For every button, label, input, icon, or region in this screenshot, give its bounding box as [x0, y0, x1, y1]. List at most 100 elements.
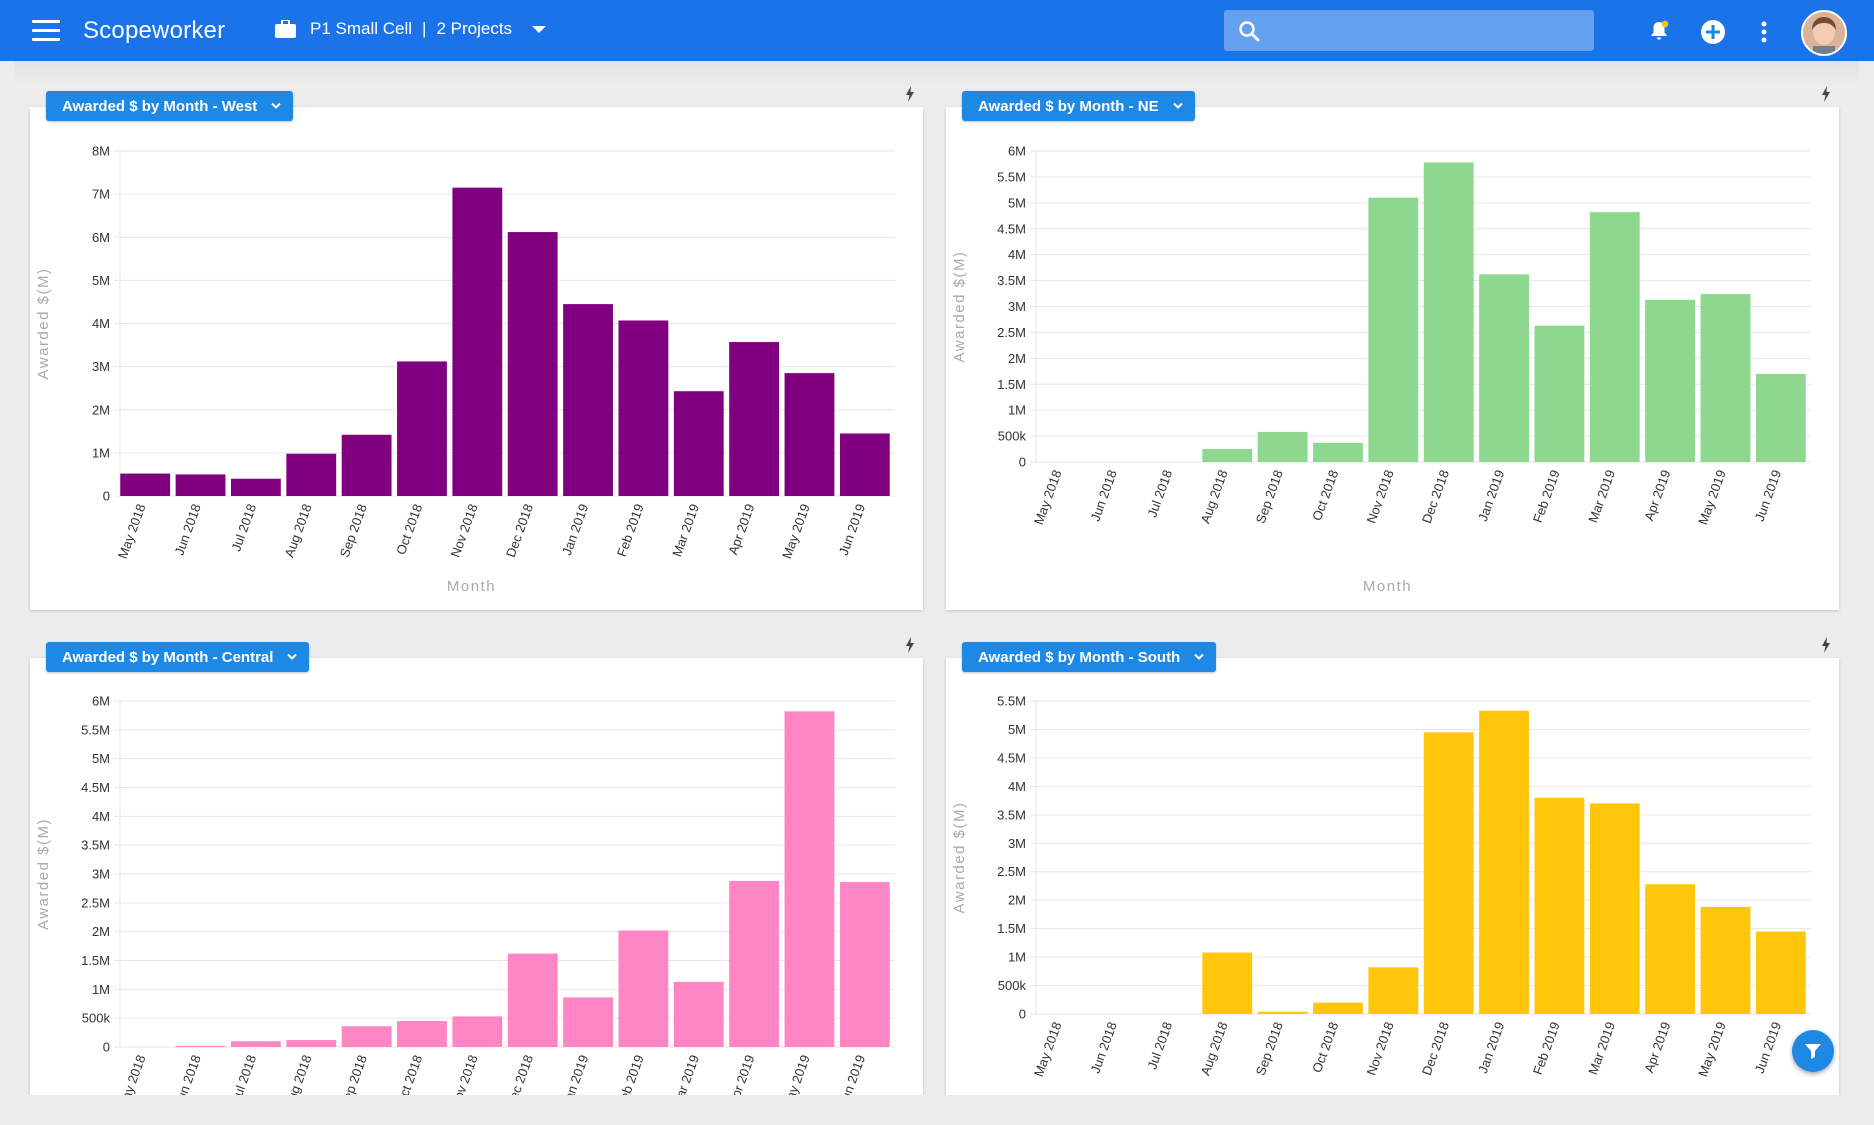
panel-title-south: Awarded $ by Month - South: [978, 648, 1181, 666]
x-tick-label: Nov 2018: [1364, 468, 1397, 525]
y-tick-label: 4M: [1008, 247, 1026, 262]
x-tick-label: Jun 2018: [171, 502, 203, 557]
x-tick-label: May 2019: [779, 502, 813, 561]
bolt-icon[interactable]: [1821, 637, 1831, 653]
y-tick-label: 6M: [92, 230, 110, 245]
x-tick-label: May 2019: [1695, 1020, 1729, 1079]
bar: [1423, 732, 1474, 1014]
x-tick-label: Oct 2018: [1309, 468, 1341, 523]
x-tick-label: Jun 2018: [1087, 1020, 1119, 1075]
y-tick-label: 2M: [92, 924, 110, 939]
x-tick-label: Oct 2018: [1309, 1020, 1341, 1075]
chart-central: 0 500k 1M 1.5M 2M 2.5M 3M 3.5M 4M 4.5M 5M 5.5M 6M May…: [35, 694, 895, 1095]
x-tick-label: May 2019: [779, 1053, 813, 1095]
bolt-icon[interactable]: [1821, 86, 1831, 102]
panel-title-dropdown-west[interactable]: Awarded $ by Month - West: [46, 91, 294, 121]
y-tick-label: 2M: [92, 402, 110, 417]
caret-down-icon: [532, 25, 547, 33]
y-tick-label: 0: [1019, 455, 1026, 470]
x-tick-label: Jul 2018: [228, 1053, 259, 1095]
x-tick-label: Apr 2019: [725, 502, 757, 557]
y-tick-label: 3M: [1008, 836, 1026, 851]
x-tick-label: Feb 2019: [614, 502, 647, 559]
y-tick-label: 6M: [1008, 144, 1026, 159]
y-tick-label: 4M: [92, 809, 110, 824]
x-tick-label: Jul 2018: [1144, 468, 1175, 519]
y-tick-label: 3.5M: [997, 273, 1026, 288]
x-tick-label: Jun 2018: [1087, 468, 1119, 523]
panel-title-dropdown-south[interactable]: Awarded $ by Month - South: [962, 642, 1217, 672]
x-tick-label: Mar 2019: [1585, 468, 1618, 525]
y-tick-label: 3M: [92, 867, 110, 882]
hamburger-menu-icon[interactable]: [32, 20, 60, 42]
x-tick-label: Feb 2019: [1530, 1020, 1563, 1077]
top-app-bar: Scopeworker P1 Small Cell | 2 Projects: [0, 0, 1874, 61]
bar: [1202, 449, 1253, 462]
more-vert-icon[interactable]: [1760, 20, 1768, 44]
bar: [120, 473, 171, 496]
bar: [1589, 803, 1640, 1014]
bar: [673, 981, 724, 1047]
x-tick-label: May 2018: [115, 502, 149, 561]
x-tick-label: Apr 2019: [1641, 1020, 1673, 1075]
user-avatar[interactable]: [1801, 10, 1847, 56]
project-separator: |: [422, 19, 427, 38]
bolt-icon[interactable]: [905, 637, 915, 653]
y-tick-label: 5.5M: [81, 722, 110, 737]
y-tick-label: 4M: [92, 316, 110, 331]
y-tick-label: 0: [103, 1040, 110, 1055]
panel-title-dropdown-central[interactable]: Awarded $ by Month - Central: [46, 642, 310, 672]
y-tick-label: 500k: [998, 978, 1027, 993]
x-axis-title: Month: [1363, 578, 1412, 595]
chart-card-ne: 0 500k 1M 1.5M 2M 2.5M 3M 3.5M 4M 4.5M 5M 5.5M 6M May…: [946, 107, 1839, 610]
bar: [729, 880, 780, 1047]
panel-title-dropdown-ne[interactable]: Awarded $ by Month - NE: [962, 91, 1195, 121]
chart-ne: 0 500k 1M 1.5M 2M 2.5M 3M 3.5M 4M 4.5M 5M 5.5M 6M May…: [951, 144, 1811, 595]
bar: [1755, 931, 1806, 1014]
x-tick-label: Feb 2019: [614, 1053, 647, 1095]
x-tick-label: Nov 2018: [1364, 1020, 1397, 1077]
y-tick-label: 1.5M: [81, 953, 110, 968]
bell-icon[interactable]: [1647, 19, 1671, 43]
app-title[interactable]: Scopeworker: [83, 17, 226, 44]
x-tick-label: Jul 2018: [1144, 1020, 1175, 1071]
bar: [230, 1041, 281, 1047]
x-tick-label: Jun 2019: [836, 502, 868, 557]
plus-circle-icon[interactable]: [1700, 19, 1726, 45]
bar: [784, 711, 835, 1047]
y-tick-label: 1.5M: [997, 377, 1026, 392]
bar: [839, 433, 890, 496]
x-tick-label: Jun 2019: [1752, 468, 1784, 523]
x-tick-label: Oct 2018: [393, 502, 425, 557]
chevron-down-icon: [1194, 653, 1204, 660]
bar: [1423, 162, 1474, 463]
y-tick-label: 2.5M: [81, 895, 110, 910]
chart-card-west: 0 1M 2M 3M 4M 5M 6M 7M 8M May 2018 Jun 2018 Jul 201…: [30, 107, 923, 610]
bar: [1645, 299, 1696, 462]
x-tick-label: Sep 2018: [1253, 468, 1286, 525]
filter-button[interactable]: [1792, 1030, 1834, 1072]
y-tick-label: 4.5M: [81, 780, 110, 795]
chart-card-central: 0 500k 1M 1.5M 2M 2.5M 3M 3.5M 4M 4.5M 5M 5.5M 6M May…: [30, 658, 923, 1095]
bar: [1534, 797, 1585, 1014]
y-tick-label: 5M: [1008, 722, 1026, 737]
x-tick-label: May 2019: [1695, 468, 1729, 527]
bar: [1368, 967, 1419, 1014]
x-tick-label: Feb 2019: [1530, 468, 1563, 525]
x-tick-label: Sep 2018: [337, 502, 370, 559]
briefcase-icon: [275, 20, 296, 38]
project-picker[interactable]: P1 Small Cell | 2 Projects: [275, 19, 547, 39]
x-tick-label: Sep 2018: [1253, 1020, 1286, 1077]
bolt-icon[interactable]: [905, 86, 915, 102]
search-box[interactable]: [1224, 10, 1594, 53]
y-tick-label: 4M: [1008, 779, 1026, 794]
bar: [1589, 212, 1640, 462]
search-icon: [1239, 21, 1260, 42]
bar: [1479, 710, 1529, 1014]
search-input[interactable]: [1272, 10, 1586, 53]
bar: [452, 1016, 503, 1047]
x-tick-label: Dec 2018: [1419, 1020, 1452, 1077]
y-tick-label: 5.5M: [997, 169, 1026, 184]
y-tick-label: 5M: [1008, 195, 1026, 210]
y-tick-label: 3.5M: [81, 838, 110, 853]
